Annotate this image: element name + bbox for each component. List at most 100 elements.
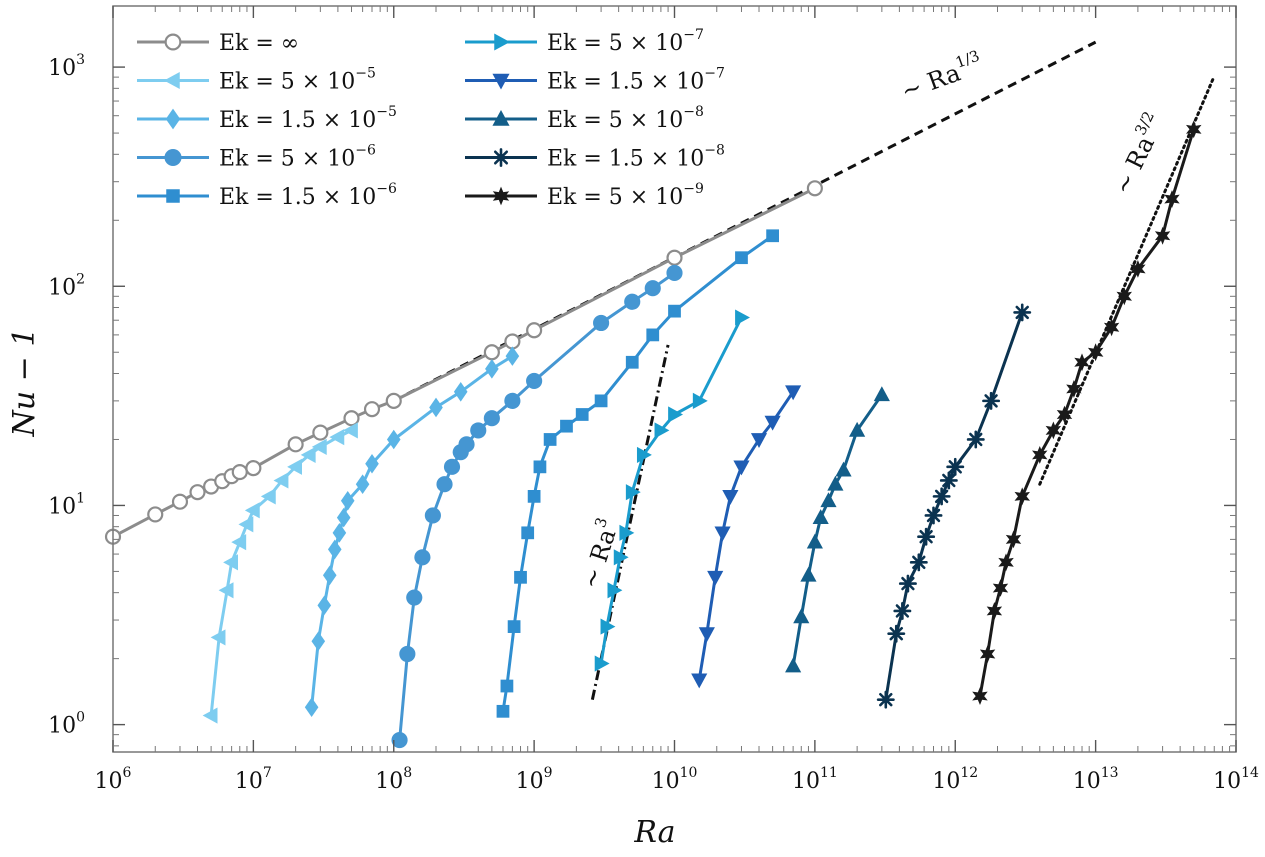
data-point xyxy=(260,488,276,505)
x-tick-label: 1010 xyxy=(652,765,698,794)
data-point xyxy=(1186,120,1202,139)
data-point xyxy=(500,679,514,693)
slope-annotation: ∼ Ra3/2 xyxy=(1105,108,1171,198)
x-tick-label: 1011 xyxy=(792,765,838,794)
data-point xyxy=(164,33,182,51)
data-point xyxy=(526,322,543,339)
data-point xyxy=(707,570,724,586)
data-point xyxy=(238,516,254,533)
data-point xyxy=(332,523,347,543)
data-point xyxy=(504,333,521,350)
data-point xyxy=(917,527,936,546)
data-point xyxy=(436,476,453,493)
data-point xyxy=(692,392,708,409)
x-tick-label: 1012 xyxy=(932,765,978,794)
data-point xyxy=(458,436,475,453)
data-point xyxy=(594,394,608,408)
data-point xyxy=(625,355,639,369)
data-point xyxy=(812,509,829,524)
legend-entry: Ek = 5 × 10−7 xyxy=(465,27,704,56)
data-point xyxy=(165,108,181,130)
data-point xyxy=(793,608,810,624)
data-point xyxy=(424,507,441,524)
data-point xyxy=(399,645,416,663)
series-line xyxy=(501,234,774,712)
data-point xyxy=(607,582,623,599)
x-tick-label: 109 xyxy=(516,765,553,794)
data-point xyxy=(273,472,289,489)
data-point xyxy=(485,359,499,379)
data-point xyxy=(443,458,461,475)
data-point xyxy=(972,687,988,705)
data-point xyxy=(527,489,541,503)
data-point xyxy=(1014,487,1030,506)
data-point xyxy=(311,438,327,455)
data-point xyxy=(733,460,750,476)
x-axis-title: Ra xyxy=(633,815,675,850)
legend-entry: Ek = 5 × 10−6 xyxy=(137,143,376,172)
data-point xyxy=(533,460,547,474)
series-line xyxy=(398,271,676,741)
data-point xyxy=(429,397,443,418)
data-point xyxy=(492,110,510,126)
data-point xyxy=(646,328,660,342)
series-4 xyxy=(496,229,779,718)
legend-label: Ek = 5 × 10−5 xyxy=(219,66,376,95)
x-tick-label: 107 xyxy=(235,765,272,794)
data-point xyxy=(164,71,180,90)
series-line xyxy=(697,390,795,681)
data-point xyxy=(1066,380,1082,398)
data-point xyxy=(986,602,1003,620)
data-point xyxy=(835,461,852,477)
x-tick-label: 108 xyxy=(375,765,412,794)
data-point xyxy=(1074,353,1090,372)
data-point xyxy=(575,408,589,421)
series-2 xyxy=(304,346,520,718)
legend-label: Ek = 1.5 × 10−5 xyxy=(219,104,397,133)
data-point xyxy=(231,463,248,481)
data-point xyxy=(750,433,768,448)
data-point xyxy=(363,401,381,418)
data-point xyxy=(666,249,683,266)
data-point xyxy=(636,446,652,464)
data-point xyxy=(800,566,817,582)
data-point xyxy=(1103,318,1120,337)
data-point xyxy=(806,180,823,197)
data-point xyxy=(244,502,260,519)
data-point xyxy=(343,410,360,427)
data-point xyxy=(1005,530,1022,549)
legend-label: Ek = ∞ xyxy=(219,31,299,56)
data-point xyxy=(492,186,510,206)
data-point xyxy=(355,474,370,494)
data-point xyxy=(619,524,635,541)
legend-label: Ek = 1.5 × 10−8 xyxy=(547,143,725,172)
data-point xyxy=(979,645,996,663)
series-line xyxy=(978,128,1196,697)
data-point xyxy=(1013,303,1032,322)
data-point xyxy=(287,436,304,453)
data-point xyxy=(806,533,823,549)
data-point xyxy=(494,33,510,51)
data-point xyxy=(666,264,683,282)
y-tick-label: 100 xyxy=(48,710,85,739)
data-point xyxy=(391,732,408,749)
data-point xyxy=(560,419,573,433)
data-point xyxy=(1130,260,1146,278)
data-point xyxy=(1164,190,1180,208)
data-point xyxy=(414,549,431,566)
data-point xyxy=(470,422,487,439)
legend-entry: Ek = 1.5 × 10−5 xyxy=(137,104,397,133)
data-point xyxy=(223,554,239,571)
data-point xyxy=(166,189,180,203)
legend-entry: Ek = 1.5 × 10−7 xyxy=(465,66,725,95)
data-point xyxy=(218,582,234,599)
data-point xyxy=(722,489,739,505)
y-tick-label: 101 xyxy=(48,490,85,519)
legend-label: Ek = 1.5 × 10−7 xyxy=(547,66,725,95)
data-point xyxy=(966,430,985,449)
data-point xyxy=(982,391,1001,410)
data-point xyxy=(594,655,610,672)
data-point xyxy=(507,620,521,633)
legend-entry: Ek = 1.5 × 10−6 xyxy=(137,181,397,210)
series-5 xyxy=(594,309,750,672)
